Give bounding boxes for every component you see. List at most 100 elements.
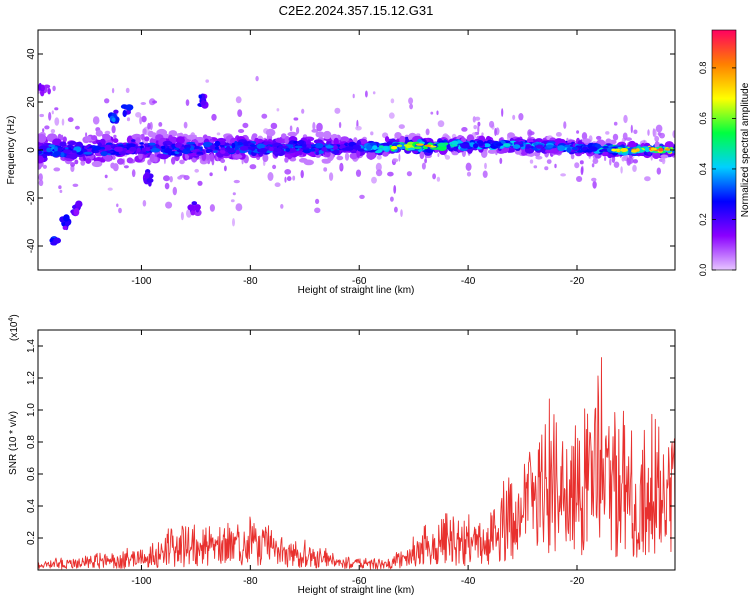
spectrogram-speckle (612, 133, 619, 141)
spectrogram-core-cell (53, 146, 58, 152)
spectrogram-outlier (41, 84, 45, 91)
spectrogram-speckle (152, 100, 158, 104)
spectrogram-core-cell (60, 152, 65, 158)
spectrogram-cell (316, 131, 325, 138)
spectrogram-speckle (425, 128, 430, 136)
spectrogram-speckle (53, 167, 61, 172)
spectrogram-speckle (323, 167, 328, 172)
spectrogram-speckle (481, 132, 484, 136)
spectrogram-hot-cell (424, 144, 432, 147)
spectrogram-core-cell (256, 143, 265, 150)
spectrogram-core-cell (379, 145, 384, 149)
spectrogram-speckle (591, 163, 595, 168)
spectrogram-core-cell (293, 140, 298, 144)
spectrogram-speckle (312, 122, 316, 131)
colorbar-tick-label: 0.8 (698, 62, 708, 75)
spectrogram-speckle (528, 131, 535, 136)
spectrogram-speckle (300, 170, 304, 179)
spectrogram-speckle (104, 98, 110, 104)
spectrogram-speckle (255, 75, 259, 82)
spectrogram-core-cell (451, 140, 459, 146)
spectrogram-cell (84, 136, 93, 142)
spectrogram-cell (298, 158, 308, 163)
spectrogram-core-cell (407, 147, 416, 151)
x-tick-label: -80 (243, 276, 258, 287)
spectrogram-speckle (123, 165, 129, 169)
spectrogram-core-cell (129, 146, 137, 152)
spectrogram-speckle (555, 132, 562, 137)
spectrogram-speckle (147, 122, 151, 130)
spectrogram-cell (104, 154, 112, 162)
x-tick-label: -20 (570, 576, 585, 587)
spectrogram-speckle (512, 114, 516, 120)
spectrogram-speckle (38, 173, 43, 182)
spectrogram-speckle (338, 121, 342, 129)
spectrogram-cell (85, 158, 92, 164)
spectrogram-core-cell (186, 141, 196, 145)
spectrogram-speckle (355, 125, 362, 131)
spectrogram-core-cell (83, 151, 93, 155)
spectrogram-speckle (52, 85, 56, 92)
spectrogram-cell (321, 159, 331, 164)
spectrogram-speckle (409, 103, 413, 110)
spectrogram-core-cell (311, 144, 316, 148)
spectrogram-core-cell (100, 151, 108, 157)
spectrogram-cell (147, 130, 154, 138)
spectrogram-outlier (53, 237, 61, 244)
spectrogram-core-cell (644, 147, 650, 153)
snr-series-line (38, 357, 675, 570)
spectrogram-speckle (591, 177, 597, 182)
spectrogram-core-cell (53, 151, 61, 156)
spectrogram-speckle (436, 110, 439, 116)
spectrogram-speckle (529, 159, 534, 164)
snr-y-multiplier-base: (x10 (9, 321, 20, 341)
spectrogram-cell (186, 134, 197, 140)
spectrogram-speckle (235, 96, 242, 104)
spectrogram-speckle (421, 162, 426, 170)
snr-y-multiplier: (x104) (8, 314, 20, 341)
spectrogram-speckle (544, 166, 549, 171)
spectrogram-core-cell (66, 144, 73, 148)
spectrogram-core-cell (489, 140, 494, 144)
spectrogram-speckle (92, 116, 100, 125)
spectrogram-cell (324, 151, 331, 157)
spectrogram-speckle (501, 108, 504, 117)
spectrogram-outlier (146, 178, 154, 183)
spectrogram-speckle (461, 126, 468, 132)
spectrogram-core-cell (131, 139, 136, 142)
spectrogram-speckle (135, 112, 142, 118)
colorbar-ticks: 0.0 0.2 0.4 0.6 0.8 (698, 62, 736, 276)
spectrogram-speckle (104, 174, 108, 179)
spectrogram-core-cell (268, 146, 274, 152)
spectrogram-outlier (194, 204, 201, 211)
spectrogram-speckle (436, 176, 441, 182)
spectrogram-speckle (371, 176, 377, 184)
spectrogram-core-cell (525, 145, 531, 149)
spectrogram-speckle (44, 125, 50, 130)
spectrogram-speckle (661, 157, 666, 165)
spectrogram-speckle (430, 111, 434, 115)
spectrogram-speckle (70, 162, 76, 167)
spectrogram-speckle (85, 132, 88, 137)
spectrogram-speckle (67, 117, 74, 123)
spectrogram-speckle (437, 120, 445, 128)
y-tick-label: -40 (26, 238, 37, 253)
spectrogram-cell (581, 138, 592, 143)
x-tick-label: -60 (352, 276, 367, 287)
spectrogram-core-cell (249, 144, 257, 147)
spectrogram-cell (660, 154, 669, 159)
spectrogram-hot-cell (616, 150, 621, 153)
spectrogram-cell (399, 135, 406, 144)
spectrogram-outlier (73, 208, 80, 217)
spectrogram-cell (333, 137, 339, 146)
spectrogram-speckle (211, 113, 217, 121)
spectrogram-core-cell (294, 145, 303, 149)
colorbar-tick-label: 0.4 (698, 163, 708, 176)
spectrogram-cell (42, 164, 48, 169)
spectrogram-speckle (113, 134, 117, 139)
spectrogram-hot-cell (664, 148, 671, 151)
spectrogram-core-cell (535, 145, 544, 149)
spectrogram-speckle (38, 179, 44, 187)
spectrogram-core-cell (437, 142, 447, 147)
